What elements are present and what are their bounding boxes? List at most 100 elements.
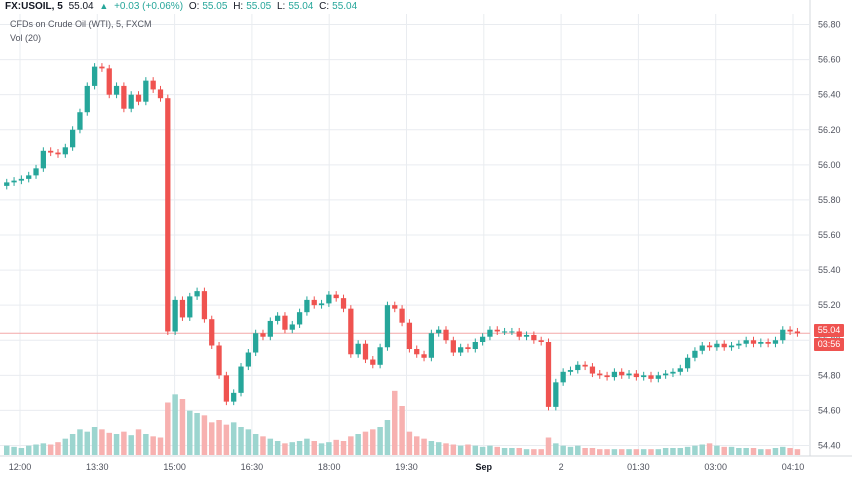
candle-body <box>758 341 764 344</box>
volume-bar <box>311 441 317 455</box>
volume-bar <box>194 413 200 455</box>
candle-body <box>458 347 464 353</box>
volume-bar <box>501 448 508 455</box>
volume-bar <box>223 424 230 455</box>
x-tick-label: 03:00 <box>704 462 727 472</box>
candle-body <box>399 308 405 323</box>
x-tick-label: 12:00 <box>9 462 32 472</box>
volume-bar <box>201 415 208 455</box>
candle-body <box>311 299 317 306</box>
volume-bar <box>692 445 698 455</box>
volume-bar <box>684 446 691 455</box>
high-value: 55.05 <box>246 1 272 12</box>
candle-body <box>794 331 801 334</box>
volume-bar <box>589 448 596 455</box>
candle-body <box>619 371 625 376</box>
volume-bar <box>113 434 120 455</box>
candle-body <box>670 371 676 374</box>
volume-bar <box>531 449 537 455</box>
price-change: +0.03 (+0.06%) <box>114 1 184 12</box>
volume-indicator-label[interactable]: Vol (20) <box>10 33 42 43</box>
volume-bar <box>340 441 347 455</box>
volume-bar <box>384 420 391 455</box>
x-tick-label: 18:00 <box>318 462 341 472</box>
volume-bar <box>99 429 105 455</box>
candle-body <box>743 340 749 344</box>
volume-bar <box>670 448 676 455</box>
volume-bar <box>143 434 149 455</box>
candle-body <box>201 291 208 320</box>
volume-bar <box>165 402 171 455</box>
candle-body <box>414 349 420 355</box>
volume-bar <box>509 448 515 455</box>
volume-bar <box>567 446 574 455</box>
candle-body <box>187 296 193 318</box>
last-price: 55.04 <box>68 1 94 12</box>
x-tick-label: 01:30 <box>627 462 650 472</box>
candle-body <box>772 340 779 344</box>
candle-body <box>157 89 164 99</box>
close-label: C: <box>319 1 330 12</box>
volume-bar <box>55 442 61 455</box>
candle-body <box>736 343 742 346</box>
volume-bar <box>465 444 471 455</box>
volume-bar <box>648 449 654 455</box>
candle-body <box>553 382 559 407</box>
candle-body <box>523 334 530 337</box>
candle-body <box>611 371 618 378</box>
volume-bar <box>640 449 647 455</box>
x-tick-label: 13:30 <box>86 462 109 472</box>
volume-bar <box>699 444 705 455</box>
high-label: H: <box>233 1 244 12</box>
volume-bar <box>208 422 215 455</box>
candle-body <box>494 329 500 332</box>
candle-body <box>274 315 281 321</box>
volume-bar <box>4 445 10 455</box>
x-tick-label: 15:00 <box>163 462 186 472</box>
volume-bar <box>633 449 640 455</box>
volume-bar <box>677 448 684 455</box>
volume-bar <box>355 434 361 455</box>
candle-body <box>443 329 449 341</box>
volume-bar <box>172 394 178 455</box>
candle-body <box>516 331 522 337</box>
candle-body <box>545 341 552 407</box>
candle-body <box>62 147 68 155</box>
volume-bar <box>604 449 610 455</box>
open-label: O: <box>188 1 200 12</box>
y-tick-label: 54.80 <box>818 370 841 380</box>
volume-bar <box>728 446 735 455</box>
volume-bar <box>450 444 457 455</box>
volume-bar <box>487 445 493 455</box>
volume-bar <box>662 448 669 455</box>
volume-bar <box>538 449 544 455</box>
candle-body <box>721 343 727 348</box>
candle-body <box>589 366 596 374</box>
symbol-name[interactable]: FX:USOIL, 5 <box>5 1 63 12</box>
volume-bar <box>69 434 76 455</box>
candle-body <box>728 345 735 348</box>
arrow-up-icon: ▲ <box>99 1 109 11</box>
candle-body <box>267 320 273 337</box>
candle-body <box>663 373 669 376</box>
candle-body <box>428 333 435 358</box>
candle-body <box>392 305 398 309</box>
volume-bar <box>421 438 427 455</box>
y-tick-label: 56.40 <box>818 90 841 100</box>
candle-body <box>216 345 222 376</box>
x-tick-label: 2 <box>559 462 564 472</box>
candle-body <box>40 150 46 169</box>
volume-bar <box>765 449 771 455</box>
candle-body <box>91 66 98 86</box>
x-tick-label: 16:30 <box>241 462 264 472</box>
candle-body <box>406 322 413 350</box>
volume-bar <box>238 427 244 455</box>
candle-body <box>575 364 581 371</box>
volume-bar <box>216 420 222 455</box>
candle-body <box>150 80 156 90</box>
volume-bar <box>494 446 501 455</box>
y-tick-label: 55.20 <box>818 300 841 310</box>
volume-bar <box>267 438 274 455</box>
candle-body <box>326 294 332 304</box>
